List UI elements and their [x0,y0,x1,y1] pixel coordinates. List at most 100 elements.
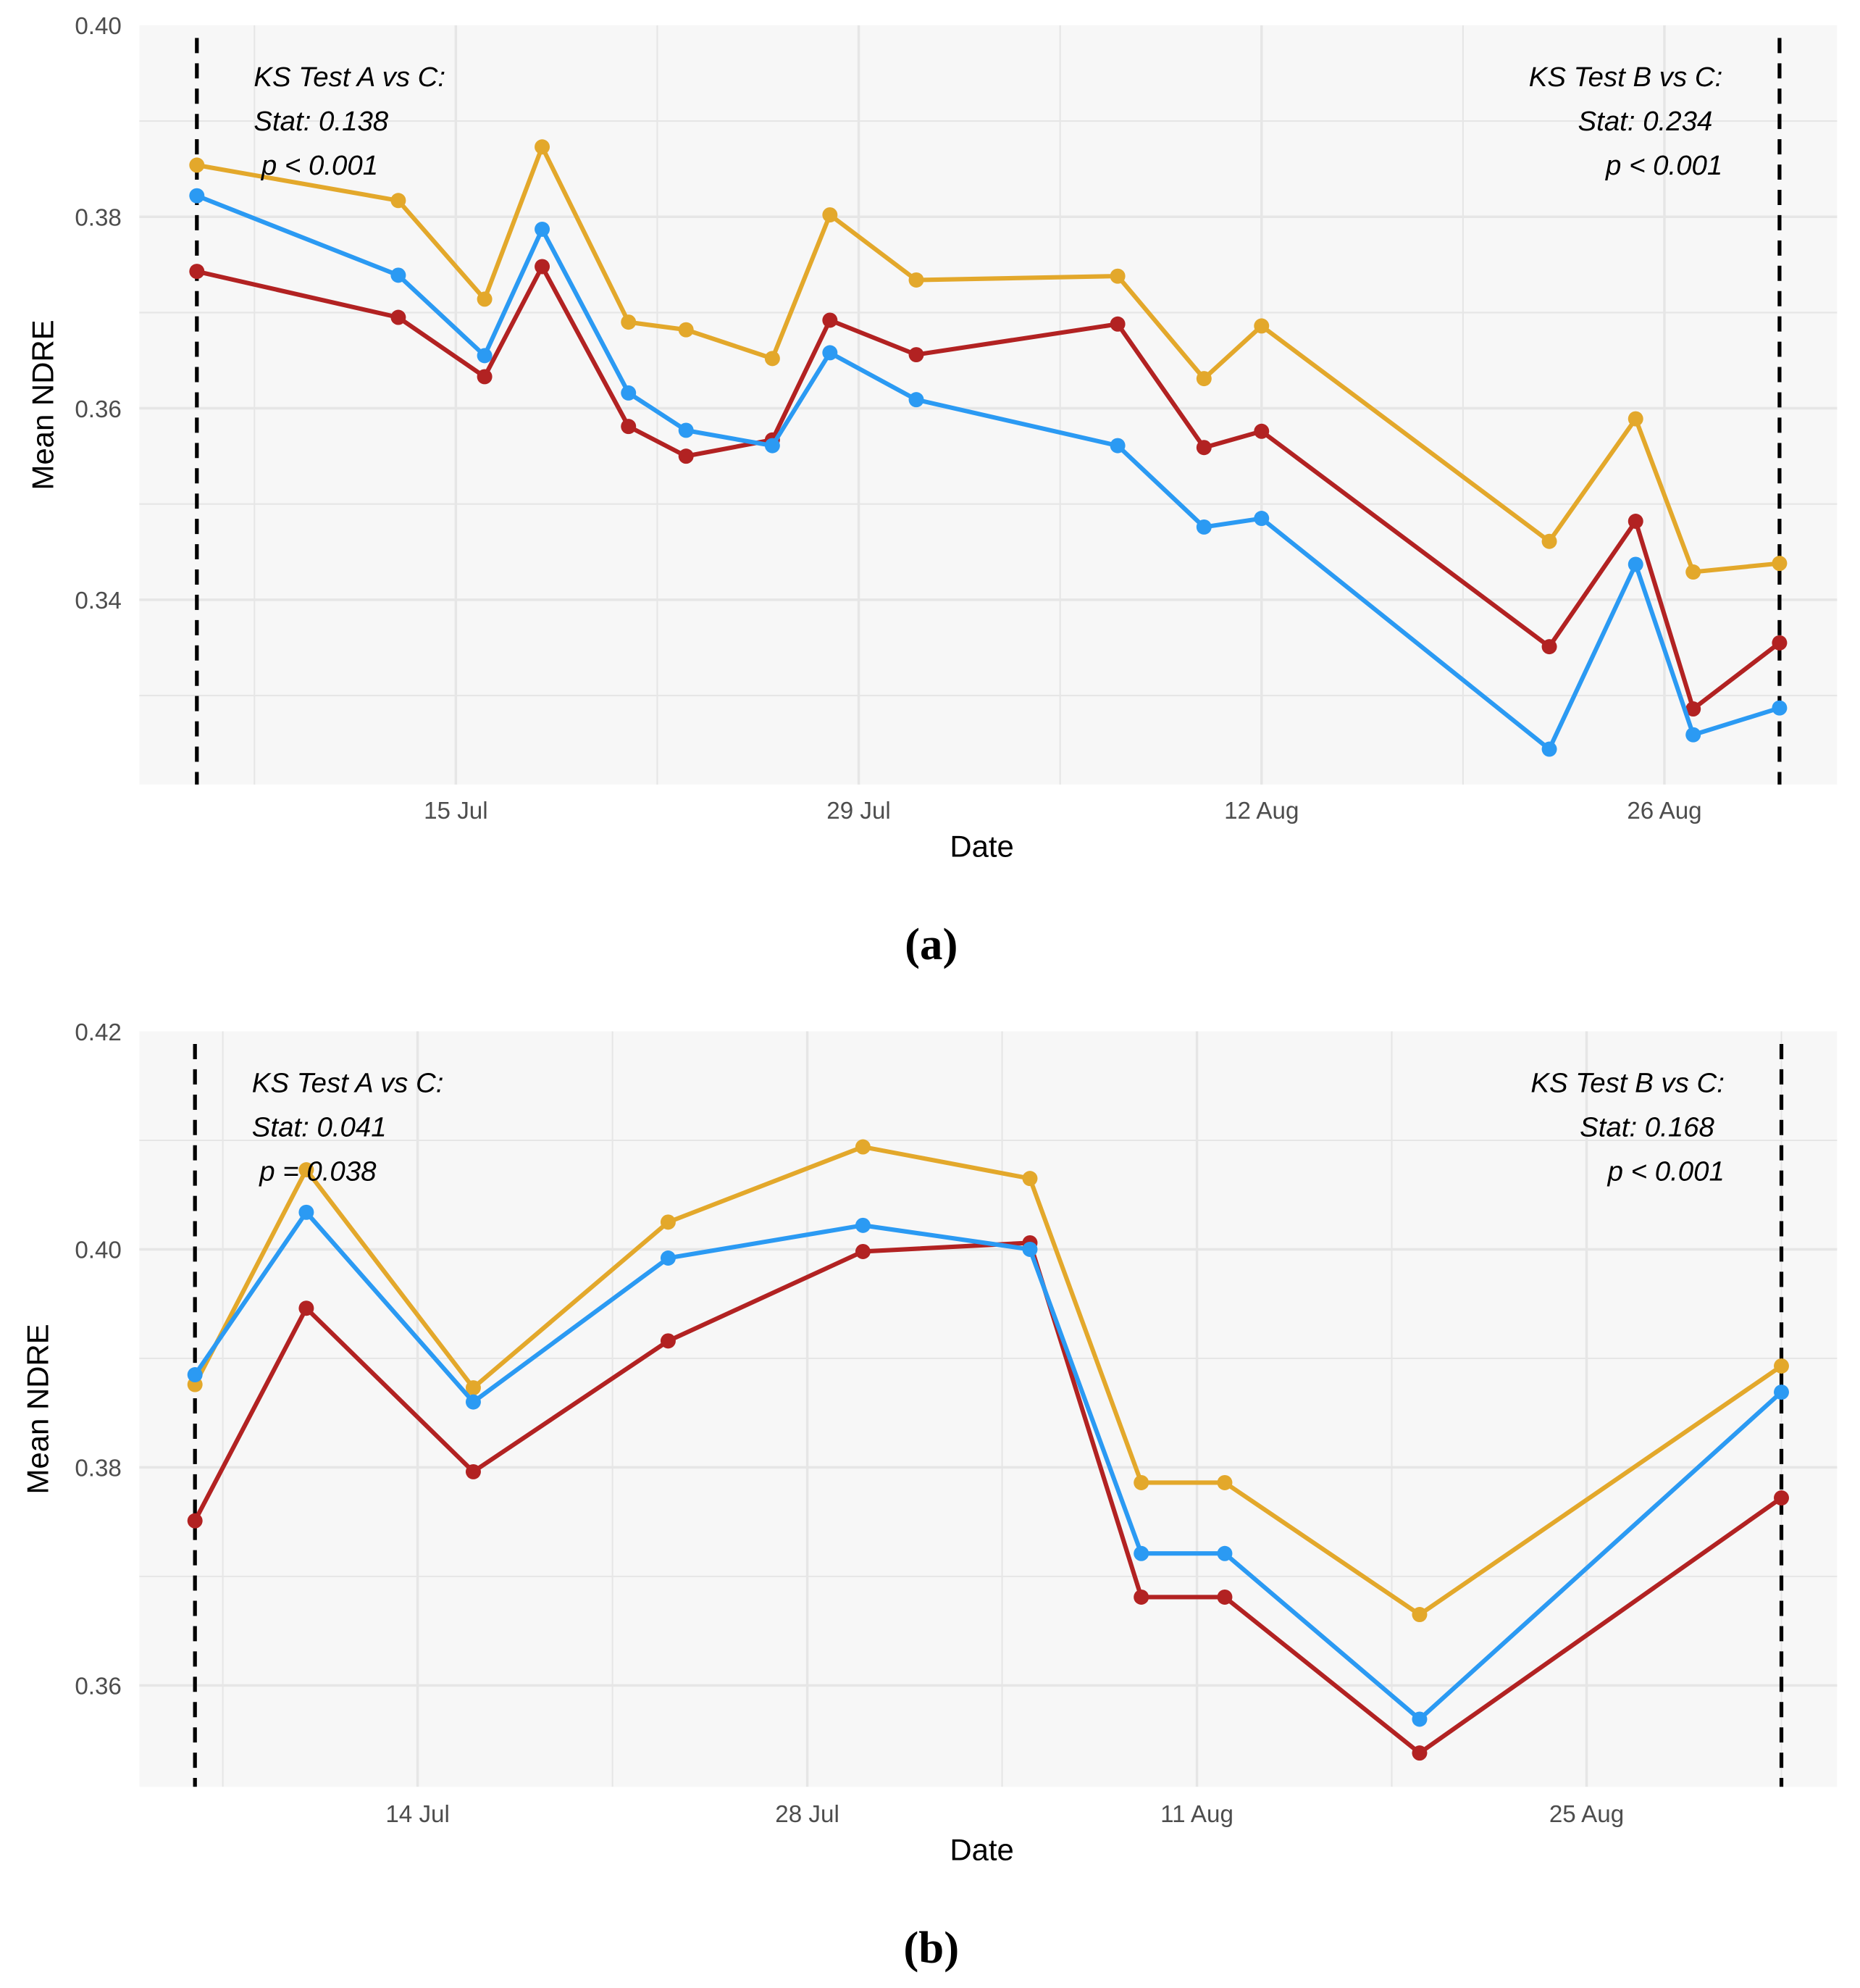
data-point [678,422,694,438]
plot-background [139,25,1838,785]
data-point [660,1250,676,1266]
plot-background [139,1031,1838,1787]
data-point [855,1243,871,1259]
y-tick-label: 0.40 [75,1237,122,1264]
annotation-left: Stat: 0.138 [254,106,388,137]
data-point [465,1463,481,1479]
x-tick-label: 12 Aug [1224,798,1299,824]
x-tick-label: 11 Aug [1160,1801,1233,1828]
data-point [1774,1384,1789,1400]
x-axis-label: Date [950,829,1014,863]
data-point [908,392,924,408]
y-tick-label: 0.36 [75,1674,122,1700]
data-point [908,272,924,288]
data-point [535,139,550,155]
annotation-left: p = 0.038 [259,1156,377,1187]
data-point [678,322,694,338]
series-0 [187,1139,1789,1623]
data-point [1772,635,1788,651]
data-point [822,207,838,223]
data-point [1541,639,1557,655]
data-point [855,1217,871,1233]
annotation-left: p < 0.001 [261,150,378,181]
data-point [1254,423,1270,439]
data-point [1774,1490,1789,1506]
annotation-right: Stat: 0.168 [1580,1111,1714,1143]
data-point [535,259,550,275]
data-point [1022,1241,1038,1257]
figure-caption: (a) [905,919,958,969]
data-point [1772,556,1788,572]
data-point [1541,533,1557,549]
data-point [390,309,406,325]
x-axis-label: Date [950,1833,1014,1867]
x-tick-label: 15 Jul [424,798,488,824]
data-point [621,314,637,330]
data-point [1196,440,1212,456]
data-point [1628,411,1643,427]
data-point [187,1367,203,1382]
data-point [822,312,838,328]
data-point [187,1513,203,1529]
data-point [1772,700,1788,716]
data-point [1217,1474,1233,1490]
data-point [390,267,406,283]
data-point [477,369,493,385]
data-point [1196,371,1212,387]
x-tick-label: 29 Jul [826,798,891,824]
data-point [621,385,637,401]
data-point [1685,564,1701,580]
x-tick-label: 14 Jul [385,1801,450,1828]
data-point [1134,1545,1149,1561]
annotation-left: Stat: 0.041 [252,1111,387,1143]
data-point [1685,727,1701,743]
y-axis-label: Mean NDRE [21,1324,55,1494]
data-point [678,448,694,464]
series-line [193,1210,1783,1722]
y-tick-label: 0.42 [75,1019,122,1046]
data-point [1196,519,1212,535]
chart-a: 0.34 0.36 0.38 0.40 15 Jul 29 Jul 12 Aug 26 Aug… [26,13,1838,969]
series-line [196,193,1780,752]
y-tick-label: 0.38 [75,204,122,231]
data-point [1110,316,1126,332]
data-point [535,221,550,237]
data-point [1110,438,1126,454]
y-tick-label: 0.38 [75,1456,122,1482]
data-point [465,1380,481,1396]
data-point [1217,1589,1233,1605]
series-2 [187,1204,1789,1727]
data-point [1412,1745,1428,1761]
data-point [465,1394,481,1410]
y-tick-label: 0.36 [75,396,122,423]
x-tick-label: 28 Jul [775,1801,839,1828]
annotation-right: Stat: 0.234 [1578,106,1713,137]
data-point [390,193,406,209]
data-point [1412,1711,1428,1727]
data-point [764,351,780,367]
annotation-right: p < 0.001 [1605,150,1722,181]
annotation-left: KS Test A vs C: [252,1067,444,1098]
annotation-left: KS Test A vs C: [254,62,445,93]
data-point [1412,1607,1428,1623]
data-point [855,1139,871,1155]
annotation-right: p < 0.001 [1607,1156,1725,1187]
data-point [1110,268,1126,284]
data-point [1217,1545,1233,1561]
annotation-right: KS Test B vs C: [1530,1067,1725,1098]
series-1 [187,1235,1789,1761]
data-point [621,419,637,435]
data-point [189,264,205,280]
y-tick-label: 0.40 [75,13,122,40]
data-point [1134,1589,1149,1605]
data-point [1134,1474,1149,1490]
data-point [822,345,838,361]
y-axis-label: Mean NDRE [26,320,60,490]
series-1 [189,259,1788,717]
data-point [189,188,205,204]
data-point [477,348,493,364]
data-point [764,438,780,454]
x-tick-label: 26 Aug [1627,798,1701,824]
y-tick-label: 0.34 [75,588,122,614]
